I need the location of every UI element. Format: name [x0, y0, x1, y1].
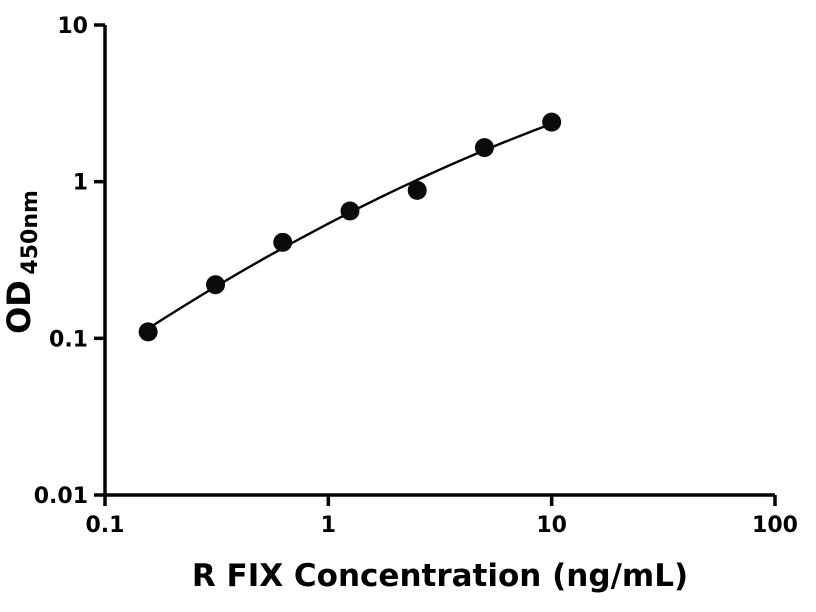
x-tick-label: 1	[321, 513, 336, 538]
y-tick-label: 0.01	[34, 484, 88, 509]
y-axis-title-main: OD	[0, 280, 38, 334]
y-tick-label: 10	[57, 14, 88, 39]
plot-area: 0.1 1 10 100 0.01 0.1 1 10	[34, 14, 798, 538]
data-point	[474, 138, 494, 158]
y-tick-label: 1	[73, 171, 88, 196]
x-tick-label: 100	[752, 513, 798, 538]
y-tick-label: 0.1	[49, 327, 88, 352]
x-tick-label: 10	[536, 513, 567, 538]
axes-spine	[103, 25, 775, 497]
x-axis-title: R FIX Concentration (ng/mL)	[192, 558, 688, 594]
data-point	[138, 322, 158, 342]
data-point	[407, 180, 427, 200]
y-axis-title: OD 450nm	[0, 190, 43, 334]
y-axis-title-subscript: 450nm	[18, 190, 43, 275]
fit-line	[144, 121, 555, 332]
data-point	[340, 201, 360, 221]
data-point	[206, 275, 226, 295]
data-point	[542, 112, 562, 132]
x-tick-label: 0.1	[86, 513, 125, 538]
data-point	[273, 232, 293, 252]
